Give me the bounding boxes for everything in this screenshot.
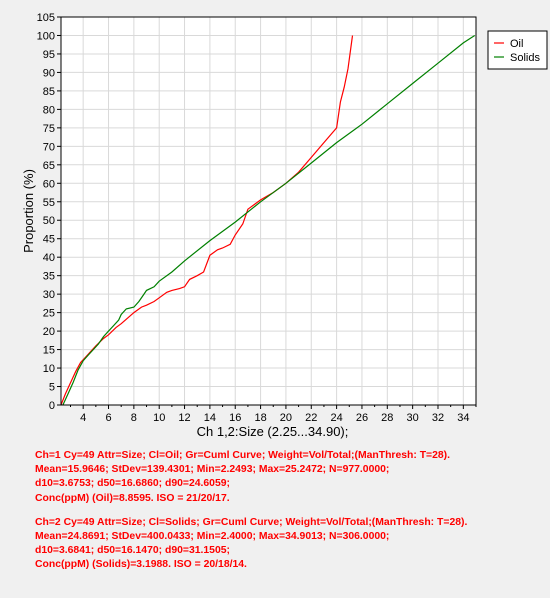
legend-box xyxy=(487,30,548,70)
legend-label: Solids xyxy=(510,52,540,64)
x-tick-label: 34 xyxy=(457,412,469,424)
legend: Oil Solids xyxy=(487,30,548,70)
y-tick-label: 25 xyxy=(43,308,55,320)
y-tick-label: 60 xyxy=(43,178,55,190)
y-tick-label: 5 xyxy=(49,382,55,394)
x-tick-label: 20 xyxy=(280,412,292,424)
y-tick-label: 50 xyxy=(43,215,55,227)
x-tick-label: 10 xyxy=(153,412,165,424)
x-tick-label: 16 xyxy=(229,412,241,424)
x-axis-title: Ch 1,2:Size (2.25...34.90); xyxy=(197,424,349,439)
stats-line: Conc(ppM) (Solids)=3.1988. ISO = 20/18/1… xyxy=(35,559,247,571)
stats-line: Ch=1 Cy=49 Attr=Size; Cl=Oil; Gr=Cuml Cu… xyxy=(35,450,451,461)
x-tick-label: 22 xyxy=(305,412,317,424)
y-tick-label: 85 xyxy=(43,86,55,98)
plot-background xyxy=(61,17,476,405)
x-tick-label: 14 xyxy=(204,412,216,424)
y-tick-label: 75 xyxy=(43,123,55,135)
y-tick-label: 0 xyxy=(49,400,55,412)
stats-block-oil: Ch=1 Cy=49 Attr=Size; Cl=Oil; Gr=Cuml Cu… xyxy=(35,449,545,506)
y-tick-label: 55 xyxy=(43,197,55,209)
chart: 0 5 10 15 20 25 30 35 40 45 50 55 60 65 70 75 80 85 90 95 10… xyxy=(21,12,548,439)
statistics-panel: Ch=1 Cy=49 Attr=Size; Cl=Oil; Gr=Cuml Cu… xyxy=(35,449,545,583)
legend-label: Oil xyxy=(510,38,523,50)
x-tick-label: 12 xyxy=(178,412,190,424)
y-tick-label: 95 xyxy=(43,49,55,61)
tick-layer: 0 5 10 15 20 25 30 35 40 45 50 55 60 65 70 75 80 85 90 95 10… xyxy=(37,12,477,424)
x-tick-label: 8 xyxy=(131,412,137,424)
y-tick-label: 40 xyxy=(43,252,55,264)
y-tick-label: 35 xyxy=(43,271,55,283)
stats-line: Conc(ppM) (Oil)=8.8595. ISO = 21/20/17. xyxy=(35,492,230,504)
stats-line: Mean=15.9646; StDev=139.4301; Min=2.2493… xyxy=(35,464,390,476)
y-tick-label: 20 xyxy=(43,326,55,338)
x-tick-label: 6 xyxy=(105,412,111,424)
y-tick-label: 65 xyxy=(43,160,55,172)
y-tick-label: 90 xyxy=(43,67,55,79)
y-tick-label: 105 xyxy=(37,12,55,24)
stats-line: d10=3.6753; d50=16.6860; d90=24.6059; xyxy=(35,478,230,490)
x-tick-label: 32 xyxy=(432,412,444,424)
grid xyxy=(61,16,476,406)
x-tick-label: 18 xyxy=(254,412,266,424)
plot-frame xyxy=(60,16,477,406)
y-tick-label: 45 xyxy=(43,234,55,246)
series-layer xyxy=(60,34,476,406)
stats-block-solids: Ch=2 Cy=49 Attr=Size; Cl=Solids; Gr=Cuml… xyxy=(35,516,545,573)
x-tick-label: 26 xyxy=(356,412,368,424)
stats-line: Ch=2 Cy=49 Attr=Size; Cl=Solids; Gr=Cuml… xyxy=(35,516,468,528)
y-tick-label: 70 xyxy=(43,141,55,153)
x-tick-label: 4 xyxy=(80,412,86,424)
x-tick-label: 24 xyxy=(330,412,342,424)
y-tick-label: 30 xyxy=(43,289,55,301)
stats-line: d10=3.6841; d50=16.1470; d90=31.1505; xyxy=(35,545,230,557)
y-axis-title: Proportion (%) xyxy=(21,169,36,253)
y-tick-label: 80 xyxy=(43,104,55,116)
series-line-solids xyxy=(62,34,476,406)
x-tick-label: 28 xyxy=(381,412,393,424)
x-tick-label: 30 xyxy=(407,412,419,424)
stats-line: Mean=24.8691; StDev=400.0433; Min=2.4000… xyxy=(35,531,390,543)
y-tick-label: 10 xyxy=(43,363,55,375)
y-tick-label: 15 xyxy=(43,345,55,357)
y-tick-label: 100 xyxy=(37,30,55,42)
